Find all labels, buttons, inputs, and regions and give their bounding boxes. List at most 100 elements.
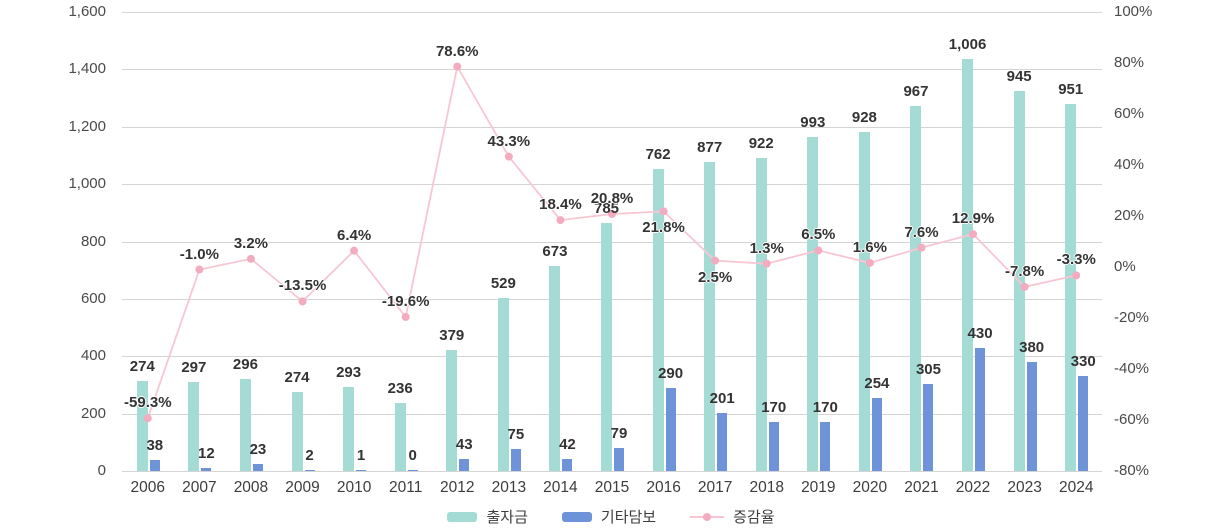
bar-series2[interactable] <box>304 470 315 471</box>
bar-value-label-series2: 430 <box>967 324 993 342</box>
line-point[interactable] <box>143 414 152 423</box>
x-axis-year-label: 2020 <box>852 479 888 496</box>
left-axis-tick-label: 1,000 <box>68 175 106 193</box>
bar-series2[interactable] <box>1078 376 1089 471</box>
bar-series1[interactable] <box>291 391 303 471</box>
line-point[interactable] <box>298 297 307 306</box>
line-point[interactable] <box>608 209 616 218</box>
right-axis-tick-label: 100% <box>1114 3 1153 20</box>
bar-value-label-series2: 75 <box>507 426 525 444</box>
line-point[interactable] <box>659 207 668 216</box>
legend: 출자금 기타담보 증감율 <box>0 506 1222 527</box>
left-axis-tick-label: 600 <box>80 289 106 307</box>
bar-value-label-series1: 922 <box>748 134 774 152</box>
bar-value-label-series1: 293 <box>336 363 362 381</box>
line-point[interactable] <box>711 256 720 265</box>
line-point[interactable] <box>762 259 771 268</box>
bar-series1[interactable] <box>394 403 406 471</box>
bar-value-label-series2: 290 <box>658 364 684 382</box>
line-value-label: 43.3% <box>487 132 531 150</box>
line-point[interactable] <box>1020 282 1029 291</box>
bar-series1[interactable] <box>755 157 767 471</box>
bar-series1[interactable] <box>601 223 612 471</box>
legend-swatch-bar2 <box>561 511 592 522</box>
right-axis-tick-label: -80% <box>1114 462 1150 479</box>
bar-series2[interactable] <box>201 467 212 471</box>
line-point[interactable] <box>969 230 978 239</box>
line-value-label: 6.4% <box>336 226 372 244</box>
line-value-label: -13.5% <box>278 277 327 295</box>
line-point[interactable] <box>556 216 565 225</box>
bar-series1[interactable] <box>497 297 509 471</box>
bar-series1[interactable] <box>652 169 664 471</box>
line-point[interactable] <box>350 246 359 255</box>
legend-label-series2: 기타담보 <box>600 509 657 526</box>
gridline <box>122 184 1102 186</box>
legend-item-series3[interactable]: 증감율 <box>690 506 775 527</box>
line-point[interactable] <box>401 312 410 321</box>
right-axis-tick-label: -40% <box>1114 360 1150 377</box>
bar-series2[interactable] <box>665 387 676 471</box>
x-axis-year-label: 2008 <box>233 479 269 496</box>
bar-series1[interactable] <box>704 161 716 471</box>
bar-series2[interactable] <box>510 449 521 471</box>
line-value-label: -7.8% <box>1005 262 1045 280</box>
line-value-label: 78.6% <box>435 42 479 60</box>
bar-series2[interactable] <box>871 398 882 471</box>
bar-series1[interactable] <box>343 386 355 471</box>
line-point[interactable] <box>504 152 513 161</box>
left-axis-tick-label: 0 <box>97 462 106 479</box>
x-axis-year-label: 2009 <box>285 479 320 496</box>
bar-series1[interactable] <box>239 379 251 471</box>
bar-series2[interactable] <box>768 422 779 471</box>
line-value-label: 6.5% <box>801 226 836 244</box>
bar-value-label-series2: 0 <box>408 447 417 464</box>
bar-series1[interactable] <box>188 382 200 471</box>
x-axis-year-label: 2012 <box>440 479 475 496</box>
line-value-label: 1.3% <box>749 239 784 257</box>
bar-value-label-series2: 380 <box>1019 338 1045 356</box>
bar-series2[interactable] <box>820 422 831 471</box>
bar-series1[interactable] <box>136 381 148 471</box>
line-point[interactable] <box>246 254 255 263</box>
bar-series2[interactable] <box>356 470 367 471</box>
bar-series2[interactable] <box>717 413 728 471</box>
bar-series2[interactable] <box>407 470 418 471</box>
legend-item-series2[interactable]: 기타담보 <box>561 506 657 527</box>
line-point[interactable] <box>195 265 204 274</box>
bar-series2[interactable] <box>252 464 263 471</box>
bar-value-label-series2: 23 <box>249 441 267 459</box>
bar-series1[interactable] <box>807 137 819 471</box>
right-axis-tick-label: 80% <box>1114 54 1145 71</box>
line-point[interactable] <box>453 62 462 71</box>
bar-value-label-series2: 254 <box>864 375 890 393</box>
x-axis-year-label: 2011 <box>389 479 423 496</box>
bar-value-label-series2: 43 <box>455 435 473 453</box>
bar-series2[interactable] <box>975 347 986 471</box>
x-axis-year-label: 2022 <box>955 479 991 496</box>
bar-series2[interactable] <box>614 448 624 471</box>
gridline <box>122 471 1102 472</box>
bar-series1[interactable] <box>446 349 458 471</box>
bar-series2[interactable] <box>1026 361 1037 471</box>
bar-series2[interactable] <box>923 383 934 471</box>
line-point[interactable] <box>917 243 926 252</box>
bar-series1[interactable] <box>1065 103 1077 471</box>
gridline <box>122 12 1102 13</box>
bar-series2[interactable] <box>149 460 160 471</box>
bar-series1[interactable] <box>858 131 870 471</box>
bar-series2[interactable] <box>562 458 573 471</box>
line-point[interactable] <box>814 246 823 255</box>
bar-value-label-series1: 945 <box>1006 67 1032 85</box>
line-value-label: 12.9% <box>951 210 995 228</box>
bar-series1[interactable] <box>962 59 974 471</box>
bar-series2[interactable] <box>459 458 470 471</box>
left-axis-tick-label: 800 <box>80 232 106 250</box>
bar-value-label-series1: 236 <box>387 380 413 398</box>
bar-series1[interactable] <box>910 106 922 471</box>
line-point[interactable] <box>865 258 874 267</box>
bar-series1[interactable] <box>549 265 561 471</box>
line-point[interactable] <box>1072 271 1081 280</box>
legend-item-series1[interactable]: 출자금 <box>447 506 528 527</box>
